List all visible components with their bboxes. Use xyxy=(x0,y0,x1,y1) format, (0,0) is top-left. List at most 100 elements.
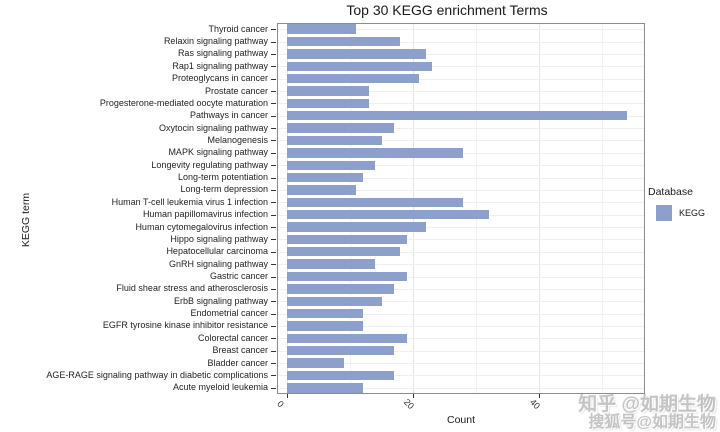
gridline-h xyxy=(277,165,645,167)
gridline-h xyxy=(277,140,645,142)
y-tick xyxy=(271,128,276,130)
y-tick xyxy=(271,301,276,303)
x-tick-label: 20 xyxy=(401,396,417,412)
bar xyxy=(287,247,401,257)
bar xyxy=(287,296,382,306)
gridline-major-v xyxy=(539,23,540,394)
bar xyxy=(287,49,426,59)
gridline-h xyxy=(277,239,645,241)
category-label: Hepatocellular carcinoma xyxy=(166,246,268,257)
y-tick xyxy=(271,140,276,142)
y-tick xyxy=(271,387,276,389)
category-label: Human papillomavirus infection xyxy=(142,209,268,220)
y-tick xyxy=(271,41,276,43)
x-axis-title: Count xyxy=(446,414,476,426)
gridline-major-v xyxy=(413,23,414,394)
bar xyxy=(287,185,357,195)
gridline-h xyxy=(277,264,645,266)
category-label: Human T-cell leukemia virus 1 infection xyxy=(111,196,268,207)
y-tick xyxy=(271,103,276,105)
bar xyxy=(287,172,363,183)
gridline-minor-v xyxy=(602,23,603,394)
legend-item-kegg: KEGG xyxy=(648,205,720,221)
gridline-h xyxy=(277,301,645,303)
gridline-h xyxy=(277,91,645,93)
y-tick xyxy=(271,152,276,154)
x-tick-label: 40 xyxy=(527,396,543,412)
gridline-h xyxy=(277,53,645,55)
bar xyxy=(287,61,432,71)
y-tick xyxy=(271,264,276,266)
category-label: Oxytocin signaling pathway xyxy=(158,122,268,133)
category-label: EGFR tyrosine kinase inhibitor resistanc… xyxy=(102,320,268,331)
chart-title: Top 30 KEGG enrichment Terms xyxy=(346,2,548,18)
category-label: GnRH signaling pathway xyxy=(168,258,268,269)
bar xyxy=(287,209,489,220)
gridline-h xyxy=(277,363,645,365)
gridline-h xyxy=(277,251,645,253)
category-label: Long-term depression xyxy=(180,184,268,195)
y-tick xyxy=(271,202,276,204)
gridline-major-v xyxy=(287,23,288,394)
category-label: Melanogenesis xyxy=(207,134,268,145)
y-tick xyxy=(271,66,276,68)
bar xyxy=(287,383,363,393)
category-label: Fluid shear stress and atherosclerosis xyxy=(116,283,268,294)
category-label: ErbB signaling pathway xyxy=(173,295,268,306)
category-label: Rap1 signaling pathway xyxy=(172,60,268,71)
bar xyxy=(287,24,357,34)
gridline-h xyxy=(277,387,645,389)
category-label: Thyroid cancer xyxy=(208,23,268,34)
category-label: MAPK signaling pathway xyxy=(168,147,268,158)
gridline-h xyxy=(277,325,645,327)
gridline-h xyxy=(277,189,645,191)
gridline-h xyxy=(277,103,645,105)
legend-color-swatch xyxy=(656,205,672,221)
y-tick xyxy=(271,214,276,216)
y-tick xyxy=(271,115,276,117)
bar xyxy=(287,271,407,282)
bar xyxy=(287,333,407,344)
y-tick xyxy=(271,177,276,179)
gridline-h xyxy=(277,313,645,315)
category-label: Gastric cancer xyxy=(209,271,268,282)
y-tick xyxy=(271,375,276,377)
bar xyxy=(287,234,407,245)
y-tick xyxy=(271,165,276,167)
gridline-h xyxy=(277,41,645,43)
bar xyxy=(287,123,395,133)
bar xyxy=(287,111,628,121)
legend: Database KEGG xyxy=(648,186,720,221)
legend-item-label: KEGG xyxy=(679,208,706,218)
bar xyxy=(287,358,344,368)
category-label: Pathways in cancer xyxy=(189,110,268,121)
y-tick xyxy=(271,288,276,290)
gridline-h xyxy=(277,288,645,290)
gridline-h xyxy=(277,375,645,377)
x-tick-label: 0 xyxy=(275,398,286,410)
category-label: Breast cancer xyxy=(212,345,268,356)
gridline-h xyxy=(277,338,645,340)
gridline-h xyxy=(277,29,645,31)
x-tick xyxy=(413,394,414,398)
gridline-minor-v xyxy=(476,23,477,394)
y-tick xyxy=(271,338,276,340)
category-label: Progesterone-mediated oocyte maturation xyxy=(99,97,268,108)
bar xyxy=(287,98,369,109)
gridline-h xyxy=(277,276,645,278)
category-label: Proteoglycans in cancer xyxy=(171,73,268,84)
category-label: Long-term potentiation xyxy=(177,172,268,183)
y-tick xyxy=(271,325,276,327)
gridline-h xyxy=(277,227,645,229)
y-tick xyxy=(271,91,276,93)
category-label: Hippo signaling pathway xyxy=(170,233,268,244)
category-label: Prostate cancer xyxy=(204,85,268,96)
y-tick xyxy=(271,350,276,352)
y-tick xyxy=(271,363,276,365)
bar xyxy=(287,321,363,331)
bar xyxy=(287,284,395,294)
gridline-minor-v xyxy=(350,23,351,394)
legend-title: Database xyxy=(648,186,693,198)
category-label: Relaxin signaling pathway xyxy=(163,36,268,47)
